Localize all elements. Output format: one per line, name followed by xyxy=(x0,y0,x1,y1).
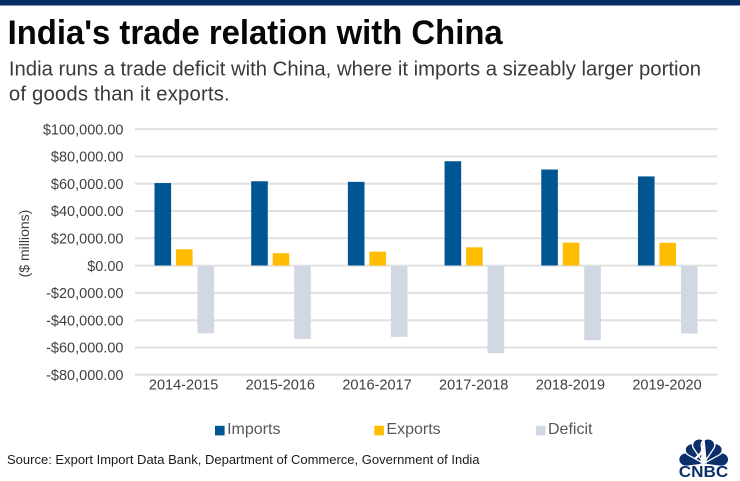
svg-text:Deficit: Deficit xyxy=(548,421,593,438)
svg-text:2015-2016: 2015-2016 xyxy=(246,377,315,393)
svg-text:of goods than it exports.: of goods than it exports. xyxy=(9,83,230,105)
svg-text:$60,000.00: $60,000.00 xyxy=(51,177,124,193)
svg-text:India runs a trade deficit wit: India runs a trade deficit with China, w… xyxy=(9,58,701,80)
svg-text:-$20,000.00: -$20,000.00 xyxy=(46,286,123,302)
svg-text:$80,000.00: $80,000.00 xyxy=(51,150,124,166)
svg-text:India's trade relation with Ch: India's trade relation with China xyxy=(8,14,503,52)
svg-text:$20,000.00: $20,000.00 xyxy=(51,232,124,248)
svg-text:CNBC: CNBC xyxy=(679,464,729,481)
svg-text:2014-2015: 2014-2015 xyxy=(149,377,218,393)
svg-text:-$80,000.00: -$80,000.00 xyxy=(46,368,123,384)
svg-text:Imports: Imports xyxy=(227,421,280,438)
svg-text:Source: Export Import Data Ban: Source: Export Import Data Bank, Departm… xyxy=(7,452,480,467)
svg-text:Exports: Exports xyxy=(386,421,440,438)
svg-text:$40,000.00: $40,000.00 xyxy=(51,204,124,220)
svg-text:2019-2020: 2019-2020 xyxy=(632,377,701,393)
svg-text:2016-2017: 2016-2017 xyxy=(342,377,411,393)
svg-text:2017-2018: 2017-2018 xyxy=(439,377,508,393)
svg-text:-$40,000.00: -$40,000.00 xyxy=(46,313,123,329)
svg-text:($ millions): ($ millions) xyxy=(16,210,32,278)
svg-text:2018-2019: 2018-2019 xyxy=(536,377,605,393)
svg-text:$100,000.00: $100,000.00 xyxy=(43,122,124,138)
svg-text:-$60,000.00: -$60,000.00 xyxy=(46,341,123,357)
svg-text:$0.00: $0.00 xyxy=(87,259,123,275)
